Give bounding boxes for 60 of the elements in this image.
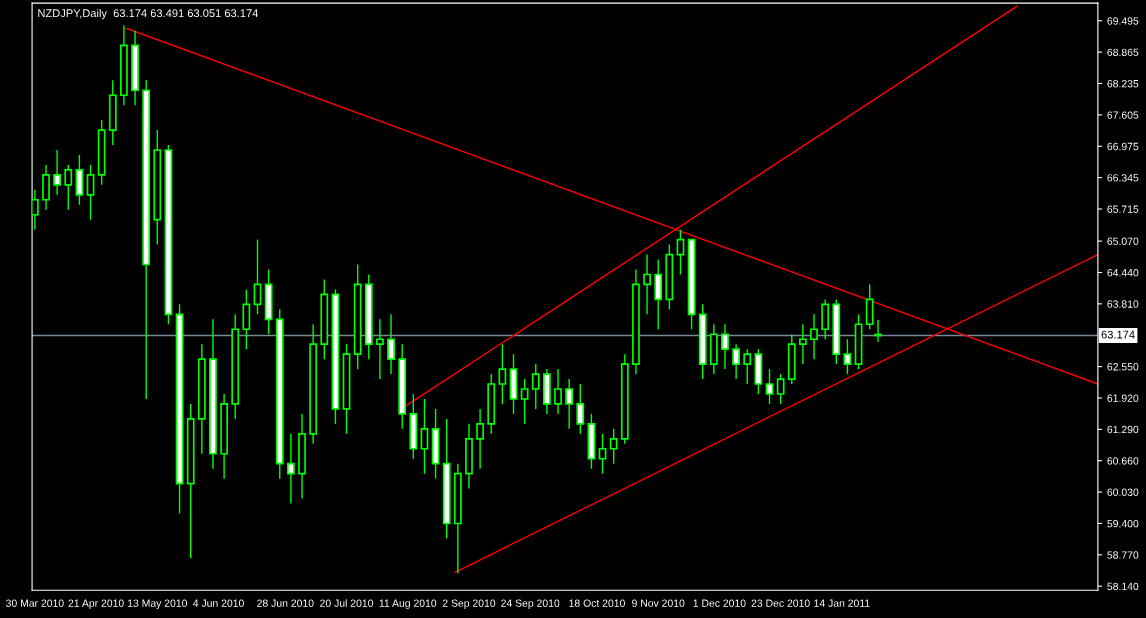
- candlestick: [86, 164, 95, 221]
- candlestick: [776, 373, 785, 405]
- x-tick-label: 2 Sep 2010: [442, 599, 496, 609]
- candlestick: [598, 433, 607, 475]
- candlestick: [799, 323, 807, 365]
- y-tick-label: 64.440: [1107, 268, 1139, 277]
- y-tick-label: 60.030: [1107, 488, 1139, 496]
- y-tick-label: 69.495: [1107, 17, 1139, 25]
- candlestick: [387, 313, 395, 375]
- candlestick: [420, 398, 429, 475]
- candlestick: [498, 343, 507, 405]
- x-tick-label: 1 Dec 2010: [693, 599, 746, 607]
- x-tick-label: 4 Jun 2010: [193, 599, 244, 607]
- y-tick-label: 61.290: [1107, 425, 1139, 434]
- x-tick-label: 18 Oct 2010: [569, 599, 625, 607]
- x-tick-label: 9 Nov 2010: [632, 599, 685, 607]
- x-tick-label: 24 Sep 2010: [501, 599, 560, 609]
- y-tick-label: 68.235: [1107, 80, 1139, 88]
- y-tick-label: 60.660: [1107, 457, 1139, 465]
- y-tick-label: 65.715: [1107, 205, 1139, 213]
- candlestick: [810, 313, 818, 360]
- candlestick: [476, 408, 485, 470]
- y-tick-label: 65.070: [1107, 237, 1139, 245]
- candlestick: [743, 348, 752, 385]
- y-tick-label: 58.770: [1107, 551, 1139, 559]
- candlestick: [732, 343, 741, 380]
- candlestick: [520, 378, 529, 425]
- candlestick: [64, 164, 73, 211]
- candlestick: [32, 189, 39, 231]
- y-tick-label: 61.920: [1107, 394, 1139, 402]
- x-tick-label: 14 Jan 2011: [814, 599, 870, 607]
- x-tick-label: 21 Apr 2010: [68, 599, 124, 609]
- y-tick-label: 62.550: [1107, 363, 1139, 371]
- y-tick-label: 58.140: [1107, 582, 1139, 591]
- candlestick: [576, 383, 585, 435]
- x-tick-label: 23 Dec 2010: [751, 599, 810, 607]
- candlestick: [643, 253, 651, 316]
- candlestick: [609, 428, 618, 465]
- y-tick-label: 66.975: [1107, 142, 1139, 151]
- candlestick: [53, 149, 62, 196]
- candlestick: [554, 368, 562, 415]
- ref-line-label: 63.174: [1101, 330, 1135, 339]
- candlestick: [531, 363, 540, 410]
- x-tick-label: 11 Aug 2010: [379, 599, 437, 609]
- y-tick-label: 66.345: [1107, 174, 1139, 182]
- y-tick-label: 67.605: [1107, 111, 1139, 119]
- candlestick: [843, 338, 852, 375]
- chart-title: NZDJPY,Daily 63.174 63.491 63.051 63.174: [38, 8, 259, 20]
- candlestick: [765, 368, 774, 405]
- x-tick-label: 20 Jul 2010: [320, 599, 374, 607]
- candlestick: [376, 318, 384, 380]
- x-tick-label: 13 May 2010: [127, 599, 188, 609]
- x-tick-label: 28 Jun 2010: [257, 599, 314, 607]
- candlestick: [565, 378, 574, 430]
- candlestick: [721, 323, 729, 370]
- y-tick-label: 68.865: [1107, 48, 1139, 57]
- y-tick-label: 59.400: [1107, 519, 1139, 528]
- y-tick-label: 63.810: [1107, 300, 1139, 308]
- x-tick-label: 30 Mar 2010: [6, 599, 64, 607]
- candlestick: [286, 433, 295, 505]
